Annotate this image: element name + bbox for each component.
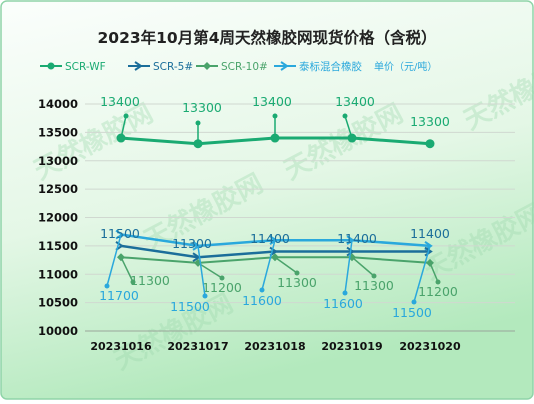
y-tick-label: 12000 <box>38 211 78 225</box>
label-scr10: 11300 <box>354 278 394 293</box>
y-tick-label: 11500 <box>38 239 78 253</box>
label-scrwf: 13400 <box>100 94 140 109</box>
callout-dot <box>342 113 348 119</box>
callout-line <box>351 256 375 277</box>
callout-line <box>344 115 353 139</box>
label-taibiao: 11700 <box>99 288 139 303</box>
callout-dot <box>219 275 225 281</box>
grid-lines <box>85 103 515 332</box>
label-scr5: 11400 <box>410 226 450 241</box>
point-scr5 <box>346 246 355 257</box>
x-tick-label: 20231019 <box>321 340 382 353</box>
label-scr10: 11200 <box>202 280 242 295</box>
callout-dot <box>104 283 110 289</box>
legend-label: 泰标混合橡胶 <box>299 60 362 73</box>
callout-line <box>344 240 353 294</box>
y-axis: 10000 10500 11000 11500 12000 12500 13000 13500… <box>38 97 78 338</box>
y-tick-label: 10500 <box>38 296 78 310</box>
y-tick-label: 11000 <box>38 267 78 281</box>
unit-label: 单价（元/吨） <box>374 60 437 73</box>
point-scrwf <box>425 139 435 149</box>
label-scrwf: 13400 <box>335 94 375 109</box>
callout-dot <box>130 279 136 285</box>
callout-dot <box>272 113 278 119</box>
legend-marker-arrow <box>134 61 143 71</box>
callout-line <box>413 245 431 303</box>
label-taibiao: 11500 <box>170 299 210 314</box>
label-scrwf: 13400 <box>252 94 292 109</box>
label-scr5: 11300 <box>172 236 212 251</box>
chart-title: 2023年10月第4周天然橡胶网现货价格（含税） <box>98 28 437 47</box>
callout-line <box>261 240 276 291</box>
callout-dot <box>202 293 208 299</box>
legend-marker-arrow <box>280 61 289 71</box>
point-taibiao <box>346 235 355 246</box>
x-tick-label: 20231017 <box>167 340 228 353</box>
callout-dot <box>123 113 129 119</box>
label-scr10: 11300 <box>277 275 317 290</box>
callout-dot <box>195 120 201 126</box>
label-scr10: 11200 <box>418 284 458 299</box>
label-taibiao: 11600 <box>242 293 282 308</box>
y-tick-label: 13000 <box>38 154 78 168</box>
point-taibiao <box>115 229 124 240</box>
label-scrwf: 13300 <box>182 100 222 115</box>
callout-line <box>120 256 134 283</box>
callout-dot <box>411 299 417 305</box>
callout-line <box>120 115 127 139</box>
callout-line <box>274 256 298 274</box>
callout-line <box>197 245 206 297</box>
label-scr10: 11300 <box>130 273 170 288</box>
label-scr5: 11500 <box>100 226 140 241</box>
x-tick-label: 20231020 <box>399 340 461 353</box>
x-axis: 20231016 20231017 20231018 20231019 20231020 <box>90 340 461 353</box>
y-tick-label: 13500 <box>38 125 78 139</box>
callout-line <box>429 262 439 283</box>
callout-dot <box>259 287 265 293</box>
y-tick-label: 12500 <box>38 182 78 196</box>
callout-line <box>106 234 122 287</box>
label-scrwf: 13300 <box>410 114 450 129</box>
legend-marker-circle <box>47 62 55 70</box>
point-taibiao <box>192 241 201 251</box>
legend-label: SCR-10# <box>221 61 268 73</box>
y-tick-label: 14000 <box>38 97 78 111</box>
callout-line <box>197 262 223 279</box>
legend-marker-diamond <box>203 62 211 70</box>
x-tick-label: 20231016 <box>90 340 152 353</box>
label-taibiao: 11500 <box>392 305 432 320</box>
label-scr5: 11400 <box>337 231 377 246</box>
x-tick-label: 20231018 <box>244 340 305 353</box>
chart-legend: SCR-WF SCR-5# SCR-10# 泰标混合橡胶 单价（元/吨） <box>40 60 437 73</box>
label-scr5: 11400 <box>250 231 290 246</box>
callout-dot <box>435 279 441 285</box>
point-taibiao <box>269 235 278 246</box>
callout-dot <box>294 270 300 276</box>
legend-label: SCR-WF <box>65 61 106 73</box>
label-taibiao: 11600 <box>323 296 363 311</box>
callout-dot <box>342 290 348 296</box>
legend-label: SCR-5# <box>153 61 193 73</box>
y-tick-label: 10000 <box>38 324 78 338</box>
callout-dot <box>371 273 377 279</box>
